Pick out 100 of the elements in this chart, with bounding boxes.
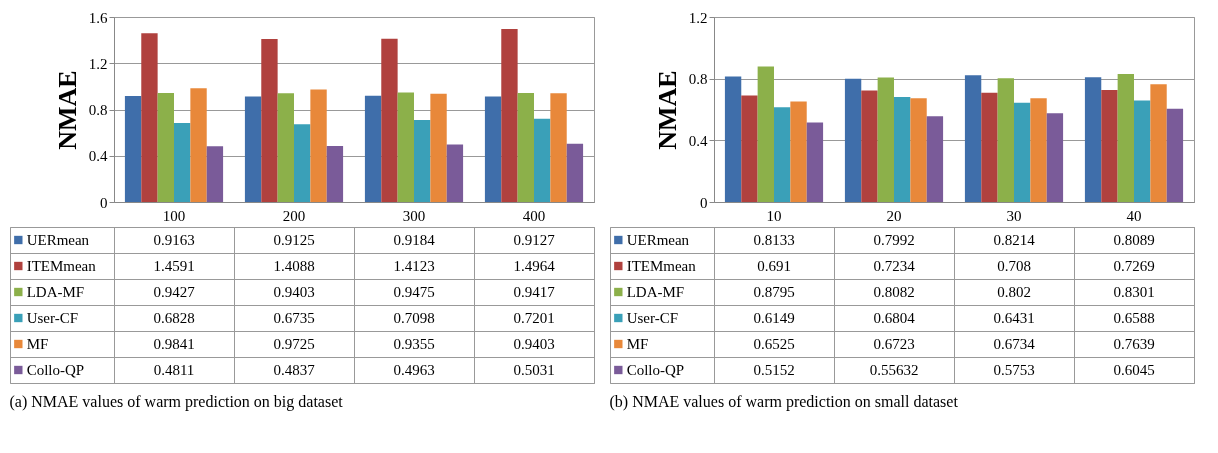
x-tick-label: 40 xyxy=(1126,207,1142,224)
data-label: 0.802 xyxy=(997,284,1031,300)
y-axis-title: NMAE xyxy=(652,70,682,150)
bar xyxy=(790,101,807,202)
x-tick-label: 400 xyxy=(522,207,546,224)
data-label: 0.7234 xyxy=(873,258,916,274)
y-tick-label: 1.6 xyxy=(88,9,108,26)
data-label: 0.4811 xyxy=(153,362,195,378)
y-tick-label: 0.8 xyxy=(688,71,708,88)
data-label: 1.4964 xyxy=(513,258,556,274)
y-tick-label: 1.2 xyxy=(88,55,108,72)
bar xyxy=(877,77,894,202)
bar xyxy=(141,33,158,202)
data-label: 0.9725 xyxy=(273,336,315,352)
data-label: 0.8795 xyxy=(753,284,795,300)
bar xyxy=(277,93,294,202)
bar xyxy=(244,96,262,202)
data-label: 0.9125 xyxy=(273,232,315,248)
bar xyxy=(1117,74,1134,202)
data-label: 0.6588 xyxy=(1113,310,1155,326)
data-label: 0.5753 xyxy=(993,362,1035,378)
data-label: 0.708 xyxy=(997,258,1031,274)
x-tick-label: 30 xyxy=(1006,207,1022,224)
data-label: 0.6723 xyxy=(873,336,915,352)
legend-label: MF xyxy=(626,336,649,352)
bar xyxy=(861,90,878,202)
data-label: 0.6431 xyxy=(993,310,1035,326)
legend-label: User-CF xyxy=(626,310,679,326)
bar xyxy=(894,97,911,202)
bar xyxy=(446,144,464,202)
bar xyxy=(261,39,278,202)
bar xyxy=(364,95,382,202)
data-label: 0.4963 xyxy=(393,362,435,378)
bar xyxy=(981,92,998,202)
x-tick-label: 300 xyxy=(402,207,426,224)
legend-label: LDA-MF xyxy=(626,284,685,300)
bar xyxy=(1014,102,1031,202)
data-label: 0.7201 xyxy=(513,310,555,326)
bar xyxy=(414,119,431,202)
bar xyxy=(1101,89,1118,202)
bar xyxy=(294,124,311,202)
legend-label: User-CF xyxy=(26,310,79,326)
data-label: 0.6525 xyxy=(753,336,795,352)
bar xyxy=(1046,113,1064,202)
y-tick-label: 0.4 xyxy=(688,132,708,149)
data-label: 0.5031 xyxy=(513,362,555,378)
bar xyxy=(484,96,502,202)
data-label: 0.9417 xyxy=(513,284,556,300)
bar xyxy=(310,89,327,202)
data-label: 0.6828 xyxy=(153,310,195,326)
data-label: 0.8082 xyxy=(873,284,915,300)
legend-label: LDA-MF xyxy=(26,284,85,300)
x-tick-label: 200 xyxy=(282,207,306,224)
x-tick-label: 10 xyxy=(766,207,782,224)
data-label: 0.4837 xyxy=(273,362,316,378)
bar xyxy=(806,122,824,202)
bar xyxy=(964,75,982,202)
x-tick-label: 20 xyxy=(886,207,902,224)
bar xyxy=(774,107,791,202)
bar xyxy=(757,66,774,202)
legend-label: MF xyxy=(26,336,49,352)
y-tick-label: 1.2 xyxy=(688,9,708,26)
legend-label: ITEMmean xyxy=(626,258,697,274)
bar xyxy=(430,93,447,202)
bar xyxy=(206,146,224,202)
data-label: 0.9163 xyxy=(153,232,195,248)
bar xyxy=(550,93,567,202)
data-label: 1.4088 xyxy=(273,258,315,274)
y-axis-title: NMAE xyxy=(52,70,82,150)
y-tick-label: 0.4 xyxy=(88,148,108,165)
bar xyxy=(534,118,551,202)
legend-label: Collo-QP xyxy=(626,362,685,378)
data-label: 0.8301 xyxy=(1113,284,1155,300)
bar xyxy=(926,116,944,202)
bar xyxy=(741,95,758,202)
bar xyxy=(1150,84,1167,202)
bar xyxy=(326,146,344,202)
bar xyxy=(910,98,927,202)
data-label: 0.9355 xyxy=(393,336,435,352)
data-label: 0.7269 xyxy=(1113,258,1155,274)
bar xyxy=(517,93,534,202)
bar xyxy=(1084,77,1102,202)
data-label: 0.691 xyxy=(757,258,791,274)
y-tick-label: 0.8 xyxy=(88,102,108,118)
data-label: 1.4591 xyxy=(153,258,195,274)
legend-label: UERmean xyxy=(26,232,90,248)
data-label: 0.8133 xyxy=(753,232,795,248)
data-label: 0.9127 xyxy=(513,232,556,248)
bar xyxy=(1134,100,1151,202)
data-label: 0.55632 xyxy=(869,362,919,378)
bar xyxy=(381,38,398,202)
text: (b) NMAE values of warm prediction on small dataset xyxy=(609,392,959,411)
bar xyxy=(190,88,207,202)
data-label: 0.6734 xyxy=(993,336,1036,352)
data-label: 0.8214 xyxy=(993,232,1036,248)
bar xyxy=(844,78,862,202)
data-label: 0.7639 xyxy=(1113,336,1155,352)
bar xyxy=(397,92,414,202)
data-label: 0.9403 xyxy=(273,284,315,300)
legend-label: Collo-QP xyxy=(26,362,85,378)
